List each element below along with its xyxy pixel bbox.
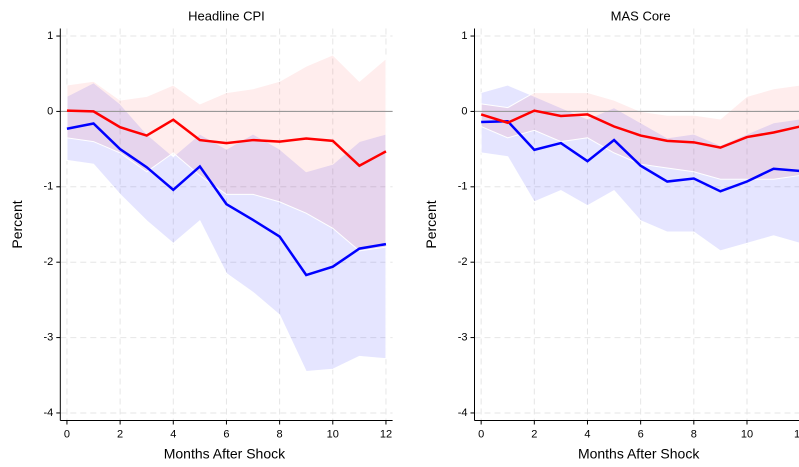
y-tick-label: 1 <box>47 30 53 42</box>
x-tick-label: 10 <box>327 428 339 440</box>
x-tick-label: 8 <box>691 428 697 440</box>
x-tick-label: 12 <box>380 428 392 440</box>
y-tick-label: -3 <box>44 331 54 343</box>
x-tick-label: 12 <box>794 428 799 440</box>
y-tick-label: 0 <box>461 105 467 117</box>
x-tick-label: 6 <box>638 428 644 440</box>
x-tick-label: 4 <box>584 428 590 440</box>
series-line <box>66 122 387 277</box>
x-tick-label: 0 <box>64 428 70 440</box>
y-tick-label: -2 <box>458 256 468 268</box>
y-axis-label: Percent <box>423 200 439 248</box>
confidence-band <box>66 54 387 252</box>
x-tick-label: 8 <box>277 428 283 440</box>
confidence-band <box>480 84 799 252</box>
chart-title: Headline CPI <box>188 8 265 23</box>
confidence-band <box>66 82 387 373</box>
x-tick-label: 0 <box>478 428 484 440</box>
x-axis-label: Months After Shock <box>164 446 286 462</box>
series-line <box>481 119 799 193</box>
y-tick-label: -2 <box>44 256 54 268</box>
series-line <box>480 109 799 149</box>
confidence-band <box>480 84 799 180</box>
x-tick-label: 6 <box>223 428 229 440</box>
x-tick-label: 2 <box>117 428 123 440</box>
chart-title: MAS Core <box>611 8 671 23</box>
x-tick-label: 2 <box>531 428 537 440</box>
x-tick-label: 4 <box>170 428 176 440</box>
y-tick-label: 1 <box>461 30 467 42</box>
y-tick-label: -4 <box>44 407 54 419</box>
x-axis-label: Months After Shock <box>578 446 700 462</box>
series-line <box>66 109 387 168</box>
y-tick-label: -1 <box>458 181 468 193</box>
y-tick-label: -1 <box>44 181 54 193</box>
y-tick-label: -4 <box>458 407 468 419</box>
y-tick-label: -3 <box>458 331 468 343</box>
x-tick-label: 10 <box>741 428 753 440</box>
y-tick-label: 0 <box>47 105 53 117</box>
y-axis-label: Percent <box>9 200 25 248</box>
